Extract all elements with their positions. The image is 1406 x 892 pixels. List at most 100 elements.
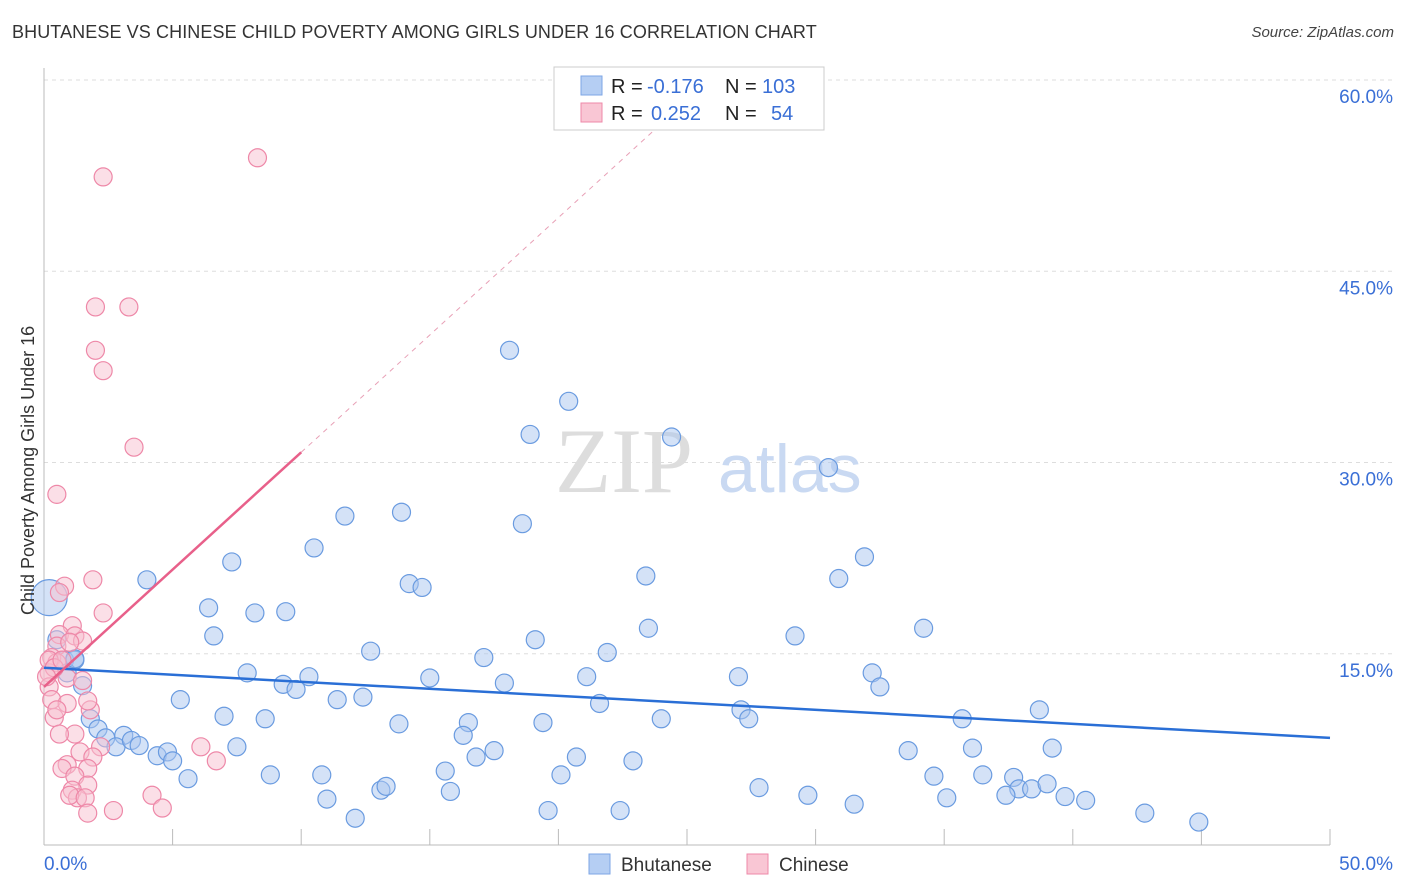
point-bhutanese <box>1189 812 1209 832</box>
point-bhutanese <box>937 788 957 808</box>
point-bhutanese <box>636 566 656 586</box>
point-bhutanese <box>996 785 1016 805</box>
bottom-legend-bhutanese: Bhutanese <box>621 855 712 876</box>
point-bhutanese <box>520 424 540 445</box>
point-chinese <box>85 297 106 317</box>
legend-swatch-bhutanese <box>580 75 603 96</box>
point-bhutanese <box>749 778 769 798</box>
point-chinese <box>247 148 268 168</box>
point-bhutanese <box>170 690 190 710</box>
point-bhutanese <box>484 741 504 761</box>
point-bhutanese <box>559 391 579 411</box>
point-bhutanese <box>304 538 324 558</box>
point-bhutanese <box>353 687 373 707</box>
point-chinese <box>47 484 67 504</box>
watermark-zip: ZIP <box>555 410 693 512</box>
point-bhutanese <box>739 709 759 729</box>
point-bhutanese <box>391 502 412 522</box>
point-bhutanese <box>345 808 365 828</box>
point-bhutanese <box>785 626 805 646</box>
point-bhutanese <box>798 785 818 805</box>
point-bhutanese <box>178 769 198 789</box>
point-bhutanese <box>870 677 890 697</box>
chart-title: BHUTANESE VS CHINESE CHILD POVERTY AMONG… <box>12 22 817 42</box>
point-chinese <box>142 785 162 805</box>
point-chinese <box>103 800 124 821</box>
legend-n-label: N = <box>725 103 757 125</box>
legend-n-label: N = <box>725 76 757 98</box>
point-bhutanese <box>914 618 934 638</box>
point-bhutanese <box>227 737 247 757</box>
point-bhutanese <box>286 679 306 700</box>
point-chinese <box>49 724 70 744</box>
source-label: Source: ZipAtlas.com <box>1251 24 1394 41</box>
y-tick-label: 15.0% <box>1339 661 1393 682</box>
legend-r-value: 0.252 <box>651 103 701 125</box>
point-bhutanese <box>361 641 381 661</box>
legend-swatch-chinese <box>580 102 603 123</box>
point-bhutanese <box>335 506 355 526</box>
point-bhutanese <box>566 747 587 767</box>
trend-line-bhutanese <box>43 666 1331 740</box>
point-bhutanese <box>1042 738 1062 758</box>
legend-r-value: -0.176 <box>647 76 704 98</box>
point-bhutanese <box>577 667 597 687</box>
bottom-legend: Bhutanese Chinese <box>588 853 849 876</box>
points <box>30 148 1209 832</box>
point-bhutanese <box>538 800 558 821</box>
point-chinese <box>78 691 98 711</box>
point-chinese <box>93 603 113 623</box>
point-bhutanese <box>312 765 332 785</box>
point-bhutanese <box>533 712 553 733</box>
point-bhutanese <box>412 577 432 598</box>
legend-r-label: R = <box>611 103 643 125</box>
point-bhutanese <box>317 789 337 809</box>
point-bhutanese <box>204 626 224 646</box>
point-bhutanese <box>844 794 864 814</box>
trend-extension-chinese <box>300 128 657 453</box>
watermark-atlas: atlas <box>718 431 862 507</box>
legend-n-value: 103 <box>762 76 795 98</box>
trend-lines <box>43 128 1331 740</box>
point-bhutanese <box>260 765 280 785</box>
point-bhutanese <box>245 603 265 623</box>
legend-r-label: R = <box>611 76 643 98</box>
point-bhutanese <box>551 765 571 785</box>
point-chinese <box>83 570 103 590</box>
y-axis-label: Child Poverty Among Girls Under 16 <box>18 326 38 615</box>
point-chinese <box>124 437 144 457</box>
point-bhutanese <box>474 647 494 668</box>
point-bhutanese <box>137 570 157 590</box>
point-bhutanese <box>276 602 296 622</box>
point-bhutanese <box>435 761 455 781</box>
point-bhutanese <box>1037 774 1057 794</box>
point-bhutanese <box>163 751 183 771</box>
point-bhutanese <box>1055 786 1075 807</box>
point-bhutanese <box>199 598 219 618</box>
point-bhutanese <box>389 714 409 734</box>
point-chinese <box>78 803 98 823</box>
point-bhutanese <box>494 673 514 693</box>
point-bhutanese <box>525 630 545 650</box>
y-tick-label: 60.0% <box>1339 87 1393 108</box>
point-bhutanese <box>924 766 944 786</box>
x-tick-label-max: 50.0% <box>1339 854 1393 875</box>
point-bhutanese <box>255 709 275 729</box>
point-bhutanese <box>829 568 849 589</box>
point-chinese <box>49 582 70 603</box>
y-tick-label: 45.0% <box>1339 278 1393 299</box>
point-bhutanese <box>512 514 532 534</box>
point-bhutanese <box>728 667 749 687</box>
point-bhutanese <box>638 618 659 638</box>
point-chinese <box>119 297 139 317</box>
point-chinese <box>93 361 113 381</box>
point-chinese <box>60 632 80 652</box>
point-bhutanese <box>854 547 875 567</box>
point-bhutanese <box>898 741 918 761</box>
point-bhutanese <box>499 340 520 360</box>
point-bhutanese <box>376 776 396 796</box>
point-chinese <box>85 340 106 360</box>
bottom-legend-swatch-bhutanese <box>588 853 611 875</box>
bottom-legend-chinese: Chinese <box>779 855 849 876</box>
